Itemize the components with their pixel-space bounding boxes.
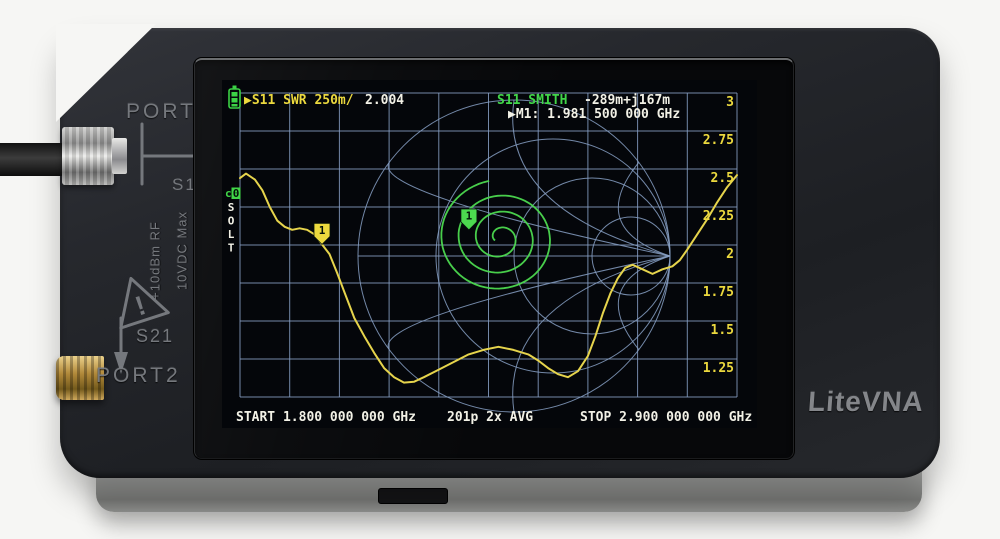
measurement-traces (239, 172, 738, 384)
swr-axis-labels: 3 2.75 2.5 2.25 2 1.75 1.5 1.25 (703, 95, 734, 376)
trace2-value: -289m+j167m (584, 93, 670, 108)
coax-cable (0, 143, 74, 176)
warning-exclamation: ! (131, 290, 149, 321)
svg-text:1.75: 1.75 (703, 285, 734, 300)
cal-slot: 0 (233, 187, 240, 200)
label-dc-limit: 10VDC Max (174, 210, 190, 291)
usb-port (378, 488, 448, 504)
svg-text:O: O (228, 215, 235, 228)
svg-text:3: 3 (726, 95, 734, 110)
cal-prefix: c (225, 187, 232, 200)
trace1-status: ▶S11 SWR 250m/ (244, 93, 354, 108)
sma-connector-port2 (56, 356, 104, 400)
svg-text:2.25: 2.25 (703, 209, 734, 224)
battery-icon (228, 85, 241, 109)
smith-chart-grid (357, 99, 671, 413)
label-s21: S21 (136, 326, 175, 346)
svg-text:2.75: 2.75 (703, 133, 734, 148)
svg-text:S: S (228, 201, 235, 214)
label-port1: PORT1 (126, 100, 211, 123)
svg-text:2: 2 (726, 247, 734, 262)
sweep-points-avg: 201p 2x AVG (447, 410, 533, 425)
trace2-status: S11 SMITH (497, 93, 567, 108)
graticule-grid (239, 92, 738, 398)
sweep-start: START 1.800 000 000 GHz (236, 410, 416, 425)
marker-readout: ▶M1: 1.981 500 000 GHz (508, 107, 680, 122)
warning-triangle-icon: ! (119, 276, 170, 330)
sma-connector-port1 (62, 127, 114, 185)
svg-text:1: 1 (466, 209, 473, 222)
sma-connector-collar (112, 138, 127, 174)
cal-slot-highlight (231, 187, 241, 199)
trace1-value: 2.004 (365, 93, 404, 108)
trace-markers: 11 (313, 208, 478, 245)
svg-text:T: T (228, 242, 235, 255)
s21-arrow-down-icon (114, 316, 128, 374)
svg-text:1.5: 1.5 (711, 323, 734, 338)
svg-text:L: L (228, 228, 235, 241)
brand-logo: LiteVNA (806, 386, 926, 417)
label-port2: PORT2 (96, 364, 181, 387)
svg-text:1: 1 (319, 224, 326, 237)
svg-text:1.25: 1.25 (703, 361, 734, 376)
svg-text:2.5: 2.5 (711, 171, 734, 186)
sweep-stop: STOP 2.900 000 000 GHz (580, 410, 752, 425)
